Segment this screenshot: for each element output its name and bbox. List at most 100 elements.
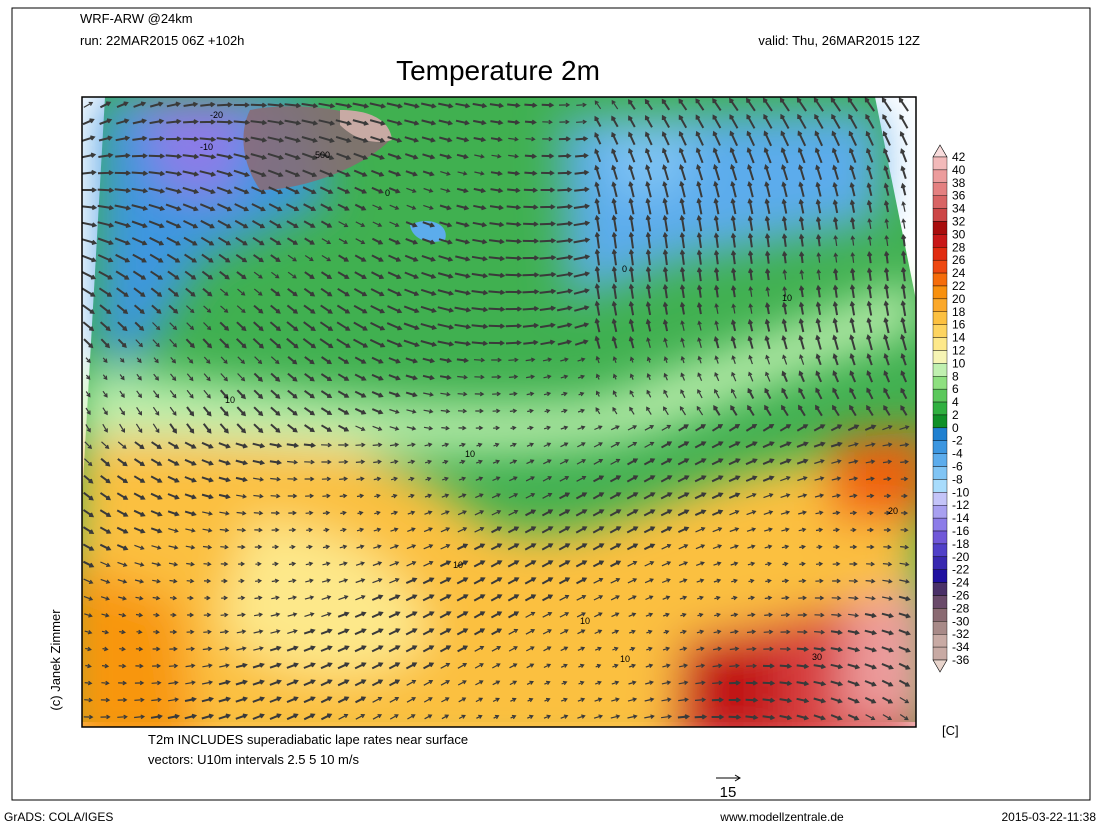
wind-arrow — [405, 170, 418, 177]
wind-arrow — [830, 714, 843, 721]
wind-arrow — [388, 254, 402, 262]
wind-arrow — [454, 272, 471, 279]
wind-arrow — [133, 492, 146, 500]
wind-arrow — [524, 543, 537, 551]
colorbar-label: 36 — [952, 189, 966, 203]
wind-arrow — [237, 544, 246, 550]
wind-arrow — [218, 442, 231, 449]
wind-arrow — [353, 135, 369, 143]
wind-arrow — [168, 561, 179, 567]
wind-arrow — [762, 697, 776, 704]
wind-arrow — [474, 510, 485, 516]
wind-arrow — [864, 646, 878, 653]
wind-arrow — [729, 97, 739, 112]
wind-arrow — [456, 594, 469, 602]
wind-arrow — [404, 254, 419, 262]
wind-arrow — [335, 135, 352, 143]
colorbar-label: 24 — [952, 266, 966, 280]
wind-arrow — [99, 101, 112, 109]
wind-arrow — [235, 476, 248, 483]
wind-arrow — [713, 163, 721, 181]
wind-arrow — [782, 269, 788, 280]
wind-arrow — [83, 474, 94, 484]
wind-arrow — [386, 339, 403, 348]
wind-arrow — [337, 407, 350, 415]
wind-arrow — [746, 629, 757, 635]
wind-arrow — [99, 492, 112, 501]
wind-arrow — [473, 594, 486, 602]
wind-arrow — [406, 561, 417, 567]
wind-arrow — [764, 181, 771, 198]
wind-arrow — [337, 696, 350, 704]
wind-arrow — [118, 663, 127, 669]
wind-arrow — [849, 561, 858, 567]
wind-arrow — [696, 405, 704, 416]
wind-arrow — [644, 147, 653, 163]
wind-arrow — [286, 662, 299, 669]
wind-arrow — [370, 288, 385, 297]
wind-arrow — [678, 561, 689, 567]
colorbar-swatch — [932, 311, 948, 325]
wind-arrow — [168, 545, 179, 550]
wind-arrow — [237, 612, 246, 618]
wind-arrow — [235, 236, 248, 246]
wind-arrow — [165, 136, 182, 142]
wind-arrow — [304, 612, 315, 617]
wind-arrow — [457, 527, 468, 533]
colorbar-swatch — [932, 363, 948, 377]
wind-arrow — [220, 561, 229, 567]
wind-arrow — [883, 283, 890, 299]
wind-arrow — [609, 526, 622, 534]
wind-arrow — [881, 612, 894, 619]
wind-arrow — [371, 390, 384, 398]
wind-arrow — [267, 169, 284, 178]
wind-arrow — [321, 356, 332, 365]
wind-arrow — [815, 284, 822, 298]
wind-arrow — [643, 475, 656, 483]
wind-arrow — [864, 696, 877, 704]
wind-arrow — [781, 233, 788, 247]
wind-arrow — [899, 579, 910, 584]
wind-arrow — [102, 423, 108, 433]
wind-arrow — [423, 392, 434, 397]
wind-arrow — [439, 628, 452, 636]
wind-arrow — [539, 288, 557, 295]
wind-arrow — [662, 318, 669, 332]
wind-arrow — [748, 354, 753, 365]
wind-arrow — [747, 267, 754, 281]
wind-arrow — [663, 372, 668, 381]
wind-arrow — [116, 475, 129, 484]
wind-arrow — [695, 527, 706, 533]
footer-center: www.modellzentrale.de — [719, 810, 844, 824]
wind-arrow — [523, 339, 539, 346]
colorbar: 424038363432302826242220181614121086420-… — [932, 144, 970, 673]
wind-arrow — [233, 102, 251, 108]
wind-arrow — [254, 595, 263, 601]
wind-arrow — [250, 169, 267, 178]
contour-label: 20 — [888, 506, 898, 516]
wind-arrow — [713, 249, 720, 265]
wind-arrow — [455, 221, 470, 228]
wind-arrow — [577, 714, 586, 719]
wind-arrow — [117, 579, 128, 584]
wind-arrow — [438, 238, 453, 245]
wind-arrow — [594, 197, 601, 215]
wind-arrow — [763, 510, 774, 515]
wind-arrow — [234, 203, 250, 212]
wind-arrow — [439, 560, 452, 568]
wind-arrow — [471, 306, 489, 313]
colorbar-label: -36 — [952, 653, 970, 667]
wind-arrow — [626, 509, 639, 517]
wind-arrow — [592, 509, 605, 517]
wind-arrow — [149, 253, 164, 263]
wind-arrow — [864, 424, 877, 431]
wind-arrow — [303, 679, 316, 687]
wind-arrow — [542, 119, 553, 125]
wind-arrow — [798, 404, 806, 417]
wind-arrow — [168, 304, 179, 314]
wind-arrow — [594, 248, 600, 266]
wind-arrow — [288, 578, 297, 584]
wind-arrow — [730, 180, 737, 198]
wind-arrow — [592, 492, 605, 500]
wind-arrow — [506, 221, 522, 228]
